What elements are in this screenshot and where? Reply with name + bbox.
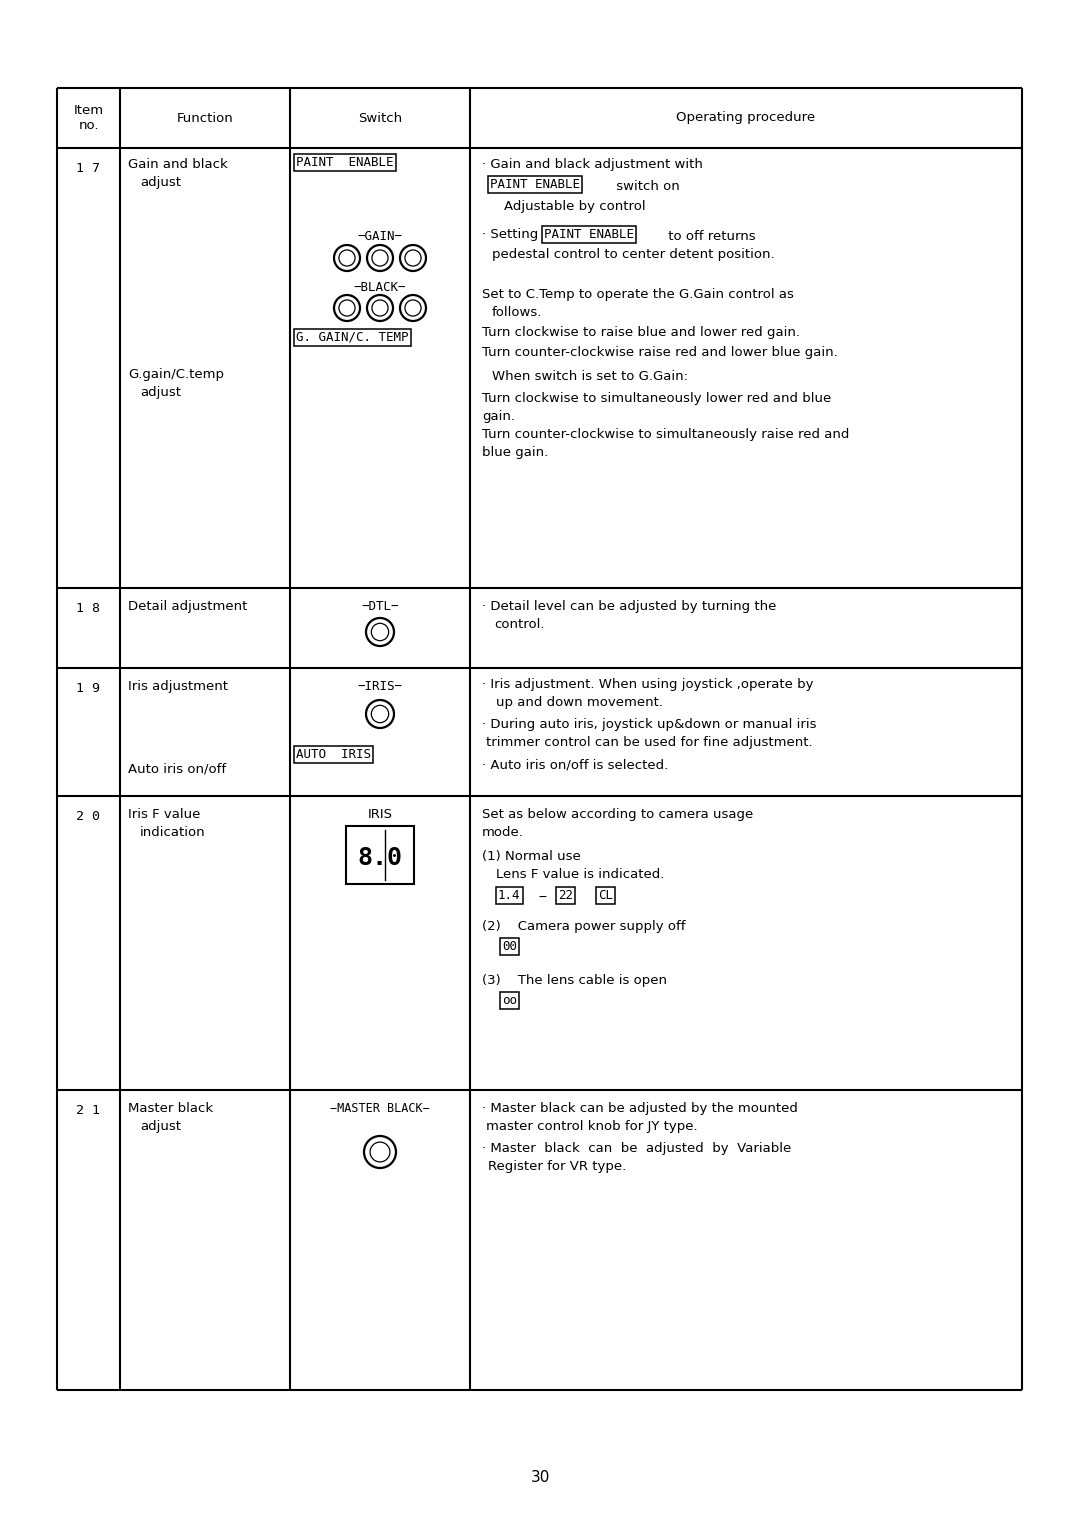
Text: Turn clockwise to raise blue and lower red gain.: Turn clockwise to raise blue and lower r… (482, 325, 800, 339)
Text: Turn clockwise to simultaneously lower red and blue: Turn clockwise to simultaneously lower r… (482, 393, 832, 405)
Text: · Master black can be adjusted by the mounted: · Master black can be adjusted by the mo… (482, 1102, 798, 1115)
Text: Gain and black: Gain and black (129, 157, 228, 171)
Text: Register for VR type.: Register for VR type. (488, 1160, 626, 1174)
Text: · Master  black  can  be  adjusted  by  Variable: · Master black can be adjusted by Variab… (482, 1141, 792, 1155)
Text: gain.: gain. (482, 410, 515, 423)
Circle shape (400, 244, 426, 270)
Text: blue gain.: blue gain. (482, 446, 549, 458)
Text: 1.4: 1.4 (498, 889, 521, 902)
Circle shape (364, 1135, 396, 1167)
Text: (1) Normal use: (1) Normal use (482, 850, 581, 863)
Text: mode.: mode. (482, 827, 524, 839)
Text: −: − (538, 891, 546, 905)
Text: Item
no.: Item no. (73, 104, 104, 131)
Text: up and down movement.: up and down movement. (496, 695, 663, 709)
Text: −MASTER BLACK−: −MASTER BLACK− (330, 1102, 430, 1115)
Text: · Setting: · Setting (482, 228, 542, 241)
Text: · Iris adjustment. When using joystick ,operate by: · Iris adjustment. When using joystick ,… (482, 678, 813, 691)
Text: When switch is set to G.Gain:: When switch is set to G.Gain: (492, 370, 688, 384)
Text: Iris F value: Iris F value (129, 808, 201, 821)
Circle shape (400, 295, 426, 321)
Text: Turn counter-clockwise raise red and lower blue gain.: Turn counter-clockwise raise red and low… (482, 345, 838, 359)
Text: indication: indication (140, 827, 205, 839)
Text: 1 9: 1 9 (76, 681, 100, 695)
Text: (2)    Camera power supply off: (2) Camera power supply off (482, 920, 686, 934)
Text: PAINT ENABLE: PAINT ENABLE (490, 177, 580, 191)
Text: −DTL−: −DTL− (361, 601, 399, 613)
Text: Set to C.Temp to operate the G.Gain control as: Set to C.Temp to operate the G.Gain cont… (482, 287, 794, 301)
Text: Master black: Master black (129, 1102, 213, 1115)
Circle shape (334, 244, 360, 270)
Text: 22: 22 (558, 889, 573, 902)
Text: Iris adjustment: Iris adjustment (129, 680, 228, 694)
Text: switch on: switch on (612, 180, 679, 193)
Text: to off returns: to off returns (664, 231, 756, 243)
Text: · During auto iris, joystick up&down or manual iris: · During auto iris, joystick up&down or … (482, 718, 816, 730)
Circle shape (366, 700, 394, 727)
Circle shape (334, 295, 360, 321)
Text: (3)    The lens cable is open: (3) The lens cable is open (482, 973, 667, 987)
Text: follows.: follows. (492, 306, 542, 319)
Text: 8.0: 8.0 (357, 847, 403, 869)
Text: adjust: adjust (140, 1120, 181, 1132)
Text: AUTO  IRIS: AUTO IRIS (296, 749, 372, 761)
Text: control.: control. (494, 617, 544, 631)
Circle shape (367, 295, 393, 321)
Text: oo: oo (502, 995, 517, 1007)
Text: pedestal control to center detent position.: pedestal control to center detent positi… (492, 248, 774, 261)
Text: Operating procedure: Operating procedure (676, 112, 815, 124)
Text: 1 7: 1 7 (76, 162, 100, 176)
Text: 2 0: 2 0 (76, 810, 100, 824)
Text: Auto iris on/off: Auto iris on/off (129, 762, 226, 776)
Text: · Gain and black adjustment with: · Gain and black adjustment with (482, 157, 703, 171)
Text: PAINT  ENABLE: PAINT ENABLE (296, 156, 393, 170)
Circle shape (366, 617, 394, 646)
Text: Function: Function (177, 112, 233, 124)
Text: · Auto iris on/off is selected.: · Auto iris on/off is selected. (482, 758, 669, 772)
Circle shape (367, 244, 393, 270)
Text: trimmer control can be used for fine adjustment.: trimmer control can be used for fine adj… (486, 736, 812, 749)
Text: 30: 30 (530, 1470, 550, 1485)
Text: −BLACK−: −BLACK− (354, 281, 406, 293)
Text: Detail adjustment: Detail adjustment (129, 601, 247, 613)
Text: G.gain/C.temp: G.gain/C.temp (129, 368, 224, 380)
Text: 2 1: 2 1 (76, 1105, 100, 1117)
Text: adjust: adjust (140, 176, 181, 189)
Text: IRIS: IRIS (367, 808, 392, 821)
Text: 1 8: 1 8 (76, 602, 100, 614)
Text: PAINT ENABLE: PAINT ENABLE (544, 228, 634, 241)
Text: Switch: Switch (357, 112, 402, 124)
Text: master control knob for JY type.: master control knob for JY type. (486, 1120, 698, 1132)
Text: −IRIS−: −IRIS− (357, 680, 403, 694)
Text: Set as below according to camera usage: Set as below according to camera usage (482, 808, 753, 821)
Text: · Detail level can be adjusted by turning the: · Detail level can be adjusted by turnin… (482, 601, 777, 613)
Text: Turn counter-clockwise to simultaneously raise red and: Turn counter-clockwise to simultaneously… (482, 428, 849, 442)
FancyBboxPatch shape (346, 827, 414, 885)
Text: Adjustable by control: Adjustable by control (504, 200, 646, 212)
Text: CL: CL (598, 889, 613, 902)
Text: Lens F value is indicated.: Lens F value is indicated. (496, 868, 664, 882)
Text: adjust: adjust (140, 387, 181, 399)
Text: −GAIN−: −GAIN− (357, 231, 403, 243)
Text: G. GAIN/C. TEMP: G. GAIN/C. TEMP (296, 332, 408, 344)
Text: 00: 00 (502, 940, 517, 953)
